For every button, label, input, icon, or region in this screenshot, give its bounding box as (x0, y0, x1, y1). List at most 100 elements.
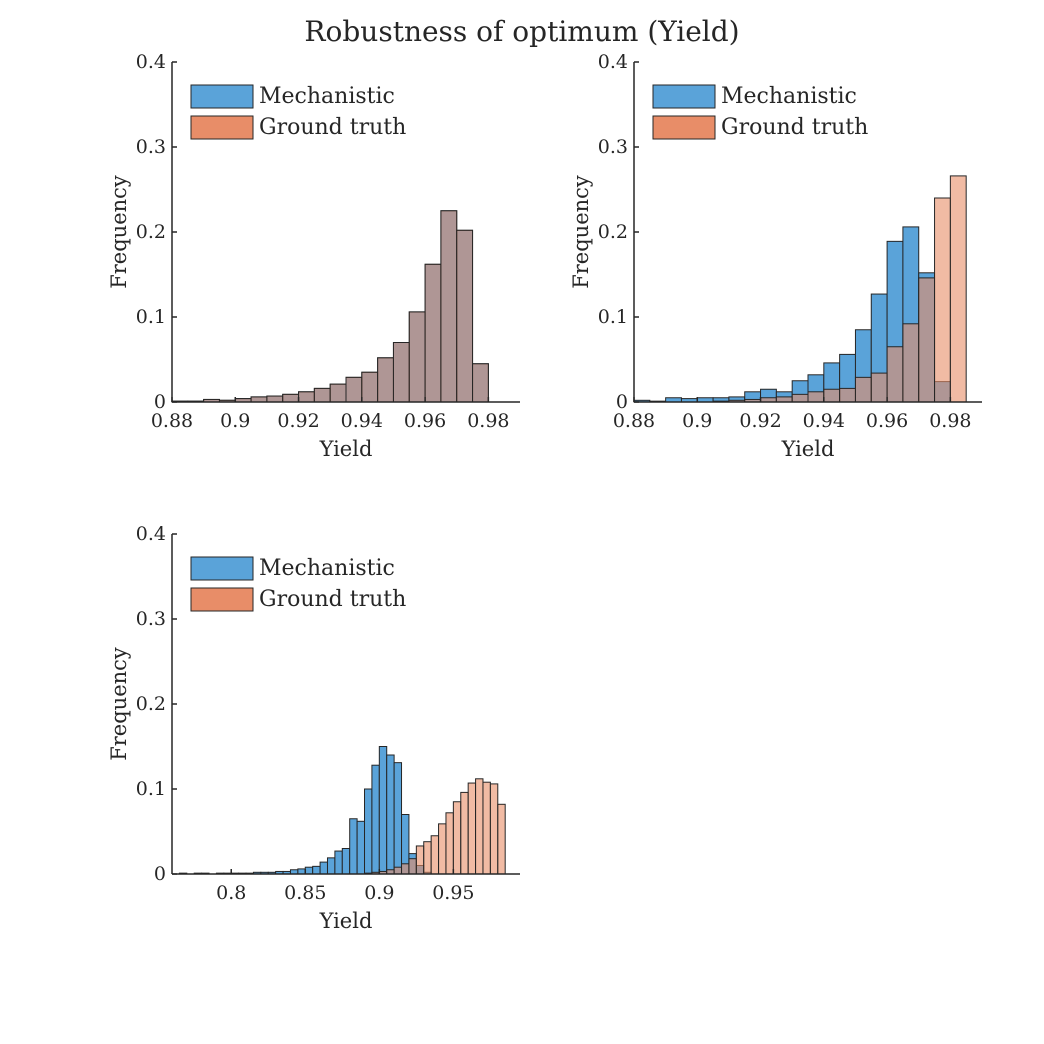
legend-swatch-ground-truth (652, 115, 716, 140)
x-tick-label: 0.9 (364, 882, 394, 904)
ground-truth-bar (949, 175, 967, 403)
ground-truth-bar (430, 835, 440, 875)
ground-truth-bar (282, 393, 300, 403)
x-tick-label: 0.85 (284, 882, 326, 904)
mechanistic-bar (378, 746, 388, 875)
x-tick-label: 0.98 (467, 410, 509, 432)
x-tick-label: 0.95 (432, 882, 474, 904)
x-axis-label: Yield (319, 909, 373, 933)
ground-truth-bar (886, 346, 904, 403)
histogram-panel-bottom-left: 0 0.1 0.2 0.3 0.4 0.8 0.85 0.9 0.95 Yield Frequenc… (107, 523, 520, 933)
x-tick-label: 0.9 (220, 410, 250, 432)
mechanistic-bar (334, 850, 343, 875)
ground-truth-bar (423, 841, 432, 875)
x-tick-label: 0.92 (739, 410, 781, 432)
x-tick-label: 0.92 (277, 410, 319, 432)
x-tick-label: 0.88 (151, 410, 193, 432)
x-axis-label: Yield (781, 437, 835, 461)
ground-truth-bar (475, 778, 484, 875)
ground-truth-bar (266, 395, 284, 403)
y-tick-label: 0.1 (136, 306, 166, 328)
ground-truth-bar (902, 323, 920, 403)
ground-truth-bar (823, 388, 841, 403)
legend-label-mechanistic: Mechanistic (721, 84, 857, 109)
ground-truth-bar (467, 782, 477, 875)
y-axis-label: Frequency (569, 175, 593, 289)
ground-truth-bar (401, 863, 410, 875)
legend-label-ground-truth: Ground truth (259, 587, 406, 612)
legend-swatch-mechanistic (652, 84, 716, 109)
x-tick-label: 0.94 (803, 410, 845, 432)
ground-truth-bar (313, 387, 331, 403)
legend-label-mechanistic: Mechanistic (259, 556, 395, 581)
x-tick-label: 0.98 (929, 410, 971, 432)
y-tick-label: 0.1 (598, 306, 628, 328)
mechanistic-bar (297, 868, 306, 875)
figure-title: Robustness of optimum (Yield) (304, 15, 739, 48)
ground-truth-bar (393, 866, 403, 875)
ground-truth-bar (424, 263, 442, 403)
ground-truth-bar (775, 396, 793, 403)
y-tick-label: 0.3 (136, 608, 166, 630)
x-axis-label: Yield (319, 437, 373, 461)
mechanistic-bar (319, 861, 328, 875)
mechanistic-bar (371, 764, 380, 875)
ground-truth-bar (440, 210, 458, 403)
mechanistic-bar (393, 762, 403, 875)
ground-truth-bar (408, 311, 426, 403)
ground-truth-bar (445, 812, 454, 875)
x-tick-label: 0.96 (404, 410, 446, 432)
x-tick-label: 0.9 (682, 410, 712, 432)
legend-swatch-mechanistic (190, 556, 254, 581)
ground-truth-bar (482, 781, 491, 875)
ground-truth-bar (497, 803, 506, 875)
mechanistic-bar (349, 818, 358, 875)
x-tick-label: 0.96 (866, 410, 908, 432)
ground-truth-bar (329, 383, 347, 403)
ground-truth-bar (250, 396, 268, 403)
mechanistic-bar (312, 865, 321, 875)
y-tick-label: 0.2 (598, 221, 628, 243)
y-tick-label: 0 (154, 863, 166, 885)
ground-truth-bar (408, 858, 417, 875)
ground-truth-bar (377, 357, 394, 403)
y-tick-label: 0.4 (136, 523, 166, 545)
y-tick-label: 0.4 (136, 51, 166, 73)
mechanistic-bar (356, 820, 366, 875)
mechanistic-bar (364, 788, 373, 875)
ground-truth-bar (460, 791, 469, 875)
histogram-panel-top-left: 0 0.1 0.2 0.3 0.4 0.88 0.9 0.92 0.94 0.96 0.98 Yiel… (107, 51, 520, 461)
ground-truth-bar (472, 363, 489, 403)
ground-truth-bar (870, 372, 888, 403)
ground-truth-bar (456, 229, 474, 403)
legend-label-ground-truth: Ground truth (259, 115, 406, 140)
x-tick-label: 0.8 (216, 882, 246, 904)
legend-label-mechanistic: Mechanistic (259, 84, 395, 109)
mechanistic-bar (386, 754, 395, 875)
y-axis-label: Frequency (107, 175, 131, 289)
mechanistic-bar (326, 857, 336, 875)
y-axis-label: Frequency (107, 647, 131, 761)
y-tick-label: 0.3 (598, 136, 628, 158)
legend-swatch-mechanistic (190, 84, 254, 109)
ground-truth-bar (392, 342, 410, 403)
ground-truth-bar (298, 391, 315, 403)
y-tick-label: 0 (616, 391, 628, 413)
legend-swatch-ground-truth (190, 587, 254, 612)
x-tick-label: 0.94 (341, 410, 383, 432)
mechanistic-bar (341, 848, 351, 875)
ground-truth-bar (361, 371, 379, 403)
y-tick-label: 0 (154, 391, 166, 413)
y-tick-label: 0.1 (136, 778, 166, 800)
y-tick-label: 0.2 (136, 693, 166, 715)
y-tick-label: 0.4 (598, 51, 628, 73)
legend-swatch-ground-truth (190, 115, 254, 140)
ground-truth-bar (839, 387, 856, 403)
y-tick-label: 0.2 (136, 221, 166, 243)
ground-truth-bar (854, 376, 872, 403)
ground-truth-bar (345, 376, 363, 403)
ground-truth-bar (438, 823, 447, 875)
ground-truth-bar (918, 277, 936, 403)
histogram-panel-top-right: 0 0.1 0.2 0.3 0.4 0.88 0.9 0.92 0.94 0.96 0.98 Yiel… (569, 51, 982, 461)
